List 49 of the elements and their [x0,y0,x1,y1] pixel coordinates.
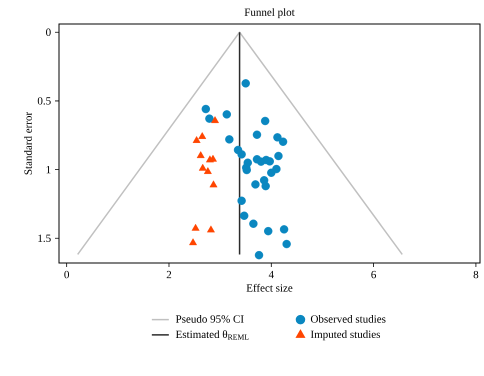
x-tick-label: 8 [474,270,478,278]
point [225,135,234,144]
point [189,238,197,246]
legend-label: Observed studies [310,314,386,323]
point [252,130,262,139]
y-tick-label: 0 [46,28,51,36]
y-tick-label: 1 [46,166,50,174]
point [251,180,260,189]
point [222,110,231,119]
point [240,212,248,220]
y-tick-label: 0.5 [38,97,51,105]
point [237,196,246,205]
x-tick-label: 6 [371,270,376,278]
point [192,136,201,143]
point [278,138,288,146]
point [267,168,276,177]
legend-label: Estimated θ$_{REML}$ [176,330,249,340]
point [205,114,214,123]
point [198,132,206,139]
y-tick-label: 1.5 [38,234,51,242]
x-tick-label: 0 [64,270,69,278]
point [261,182,270,190]
point [274,152,283,160]
point [198,164,207,171]
point [202,104,210,114]
point [254,250,264,260]
point [273,133,282,142]
y-axis-title: Standard error [24,112,32,174]
point [192,224,200,231]
x-tick-label: 2 [166,270,172,278]
point [280,225,288,234]
x-axis-title: Effect size [246,284,292,292]
chart-title: Funnel plot [244,8,295,18]
point [211,116,219,124]
point [206,155,214,162]
point [266,157,274,166]
point [264,226,272,236]
x-tick-label: 4 [268,270,274,278]
point [207,226,215,232]
point [249,220,258,228]
point [196,151,205,158]
point [210,180,218,188]
point [282,240,291,248]
point [260,116,270,126]
legend-label: Pseudo 95% CI [176,314,244,323]
legend-label: Imputed studies [310,330,380,340]
point [242,79,250,88]
point [237,150,246,159]
point [204,167,212,174]
